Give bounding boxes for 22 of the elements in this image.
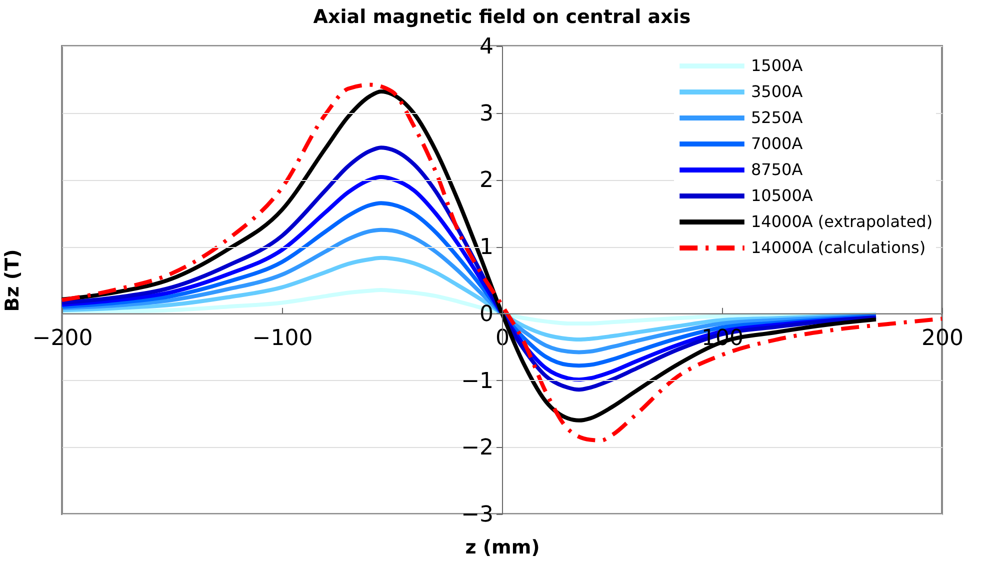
legend-label: 1500A xyxy=(751,56,803,75)
x-tick-label: 200 xyxy=(922,326,964,351)
line-series xyxy=(60,288,878,326)
y-tick-label: 3 xyxy=(480,101,494,126)
y-tick-label: 1 xyxy=(480,235,494,260)
x-axis-title: z (mm) xyxy=(465,536,540,558)
legend-label: 5250A xyxy=(751,108,803,127)
chart-title: Axial magnetic field on central axis xyxy=(313,6,691,28)
legend-label: 8750A xyxy=(751,160,803,179)
x-tick-label: −100 xyxy=(252,326,313,351)
legend-label: 3500A xyxy=(751,82,803,101)
y-tick-label: 2 xyxy=(480,168,494,194)
y-tick-label: 4 xyxy=(480,34,494,60)
y-axis-title: Bz (T) xyxy=(2,249,24,312)
legend-label: 10500A xyxy=(751,186,813,205)
y-tick-label: −2 xyxy=(461,436,494,461)
legend-label: 7000A xyxy=(751,134,803,153)
x-tick-label: −200 xyxy=(32,326,93,351)
legend-label: 14000A (calculations) xyxy=(751,238,926,257)
legend-label: 14000A (extrapolated) xyxy=(751,212,933,231)
y-tick-label: −3 xyxy=(461,502,494,528)
y-tick-label: −1 xyxy=(461,368,494,394)
